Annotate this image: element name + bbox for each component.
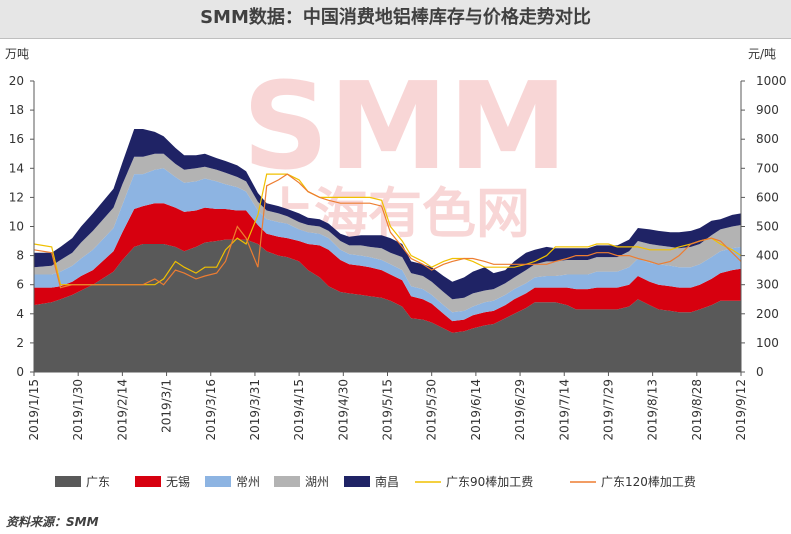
source-note: 资料来源：SMM [6, 515, 99, 529]
area-series [34, 168, 741, 322]
plot-area [33, 129, 742, 372]
line-series [33, 173, 742, 289]
legend-swatch [135, 476, 161, 487]
x-tick-label: 2019/7/29 [601, 379, 615, 441]
legend-label: 南昌 [375, 474, 399, 489]
right-tick-label: 100 [756, 336, 779, 350]
x-tick-label: 2019/4/30 [336, 379, 350, 441]
legend: 广东 无锡 常州 湖州 南昌 广东90棒加工费 广东120棒加工费 [55, 474, 696, 489]
x-tick-label: 2019/5/30 [425, 379, 439, 441]
left-tick-label: 20 [9, 74, 24, 88]
right-axis-unit: 元/吨 [748, 47, 776, 61]
legend-label: 常州 [236, 475, 260, 489]
right-tick-label: 500 [756, 220, 779, 234]
axes: 0246810121416182001002003004005006007008… [9, 74, 787, 441]
legend-swatch [55, 476, 81, 487]
left-tick-label: 10 [9, 220, 24, 234]
legend-label: 无锡 [166, 474, 190, 489]
x-tick-label: 2019/3/1 [160, 379, 174, 433]
watermark: SMM 上海有色网 [242, 58, 567, 245]
x-tick-label: 2019/3/16 [204, 379, 218, 441]
x-tick-label: 2019/1/30 [71, 379, 85, 441]
right-tick-label: 0 [756, 365, 764, 379]
x-tick-label: 2019/4/15 [292, 379, 306, 441]
right-tick-label: 300 [756, 278, 779, 292]
area-series [34, 203, 741, 333]
left-tick-label: 2 [16, 336, 24, 350]
left-axis-unit: 万吨 [5, 47, 29, 61]
chart-title: SMM数据：中国消费地铝棒库存与价格走势对比 [200, 7, 591, 28]
left-tick-label: 4 [16, 307, 24, 321]
right-tick-label: 200 [756, 307, 779, 321]
right-tick-label: 600 [756, 190, 779, 204]
x-tick-label: 2019/9/12 [734, 379, 748, 441]
area-series [34, 153, 741, 313]
right-tick-label: 900 [756, 103, 779, 117]
area-series [34, 239, 741, 372]
left-tick-label: 6 [16, 278, 24, 292]
x-tick-label: 2019/5/15 [381, 379, 395, 441]
legend-label: 广东120棒加工费 [601, 475, 696, 489]
x-tick-label: 2019/6/14 [469, 379, 483, 441]
x-tick-label: 2019/8/28 [690, 379, 704, 441]
left-tick-label: 12 [9, 190, 24, 204]
right-tick-label: 700 [756, 161, 779, 175]
watermark-main: SMM [242, 58, 567, 197]
right-tick-label: 400 [756, 249, 779, 263]
legend-label: 湖州 [305, 474, 329, 489]
left-tick-label: 18 [9, 103, 24, 117]
legend-swatch [274, 476, 300, 487]
legend-swatch [344, 476, 370, 487]
legend-swatch [205, 476, 231, 487]
left-tick-label: 16 [9, 132, 24, 146]
title-bar: SMM数据：中国消费地铝棒库存与价格走势对比 [0, 0, 791, 39]
x-tick-label: 2019/7/14 [557, 379, 571, 441]
left-tick-label: 0 [16, 365, 24, 379]
x-tick-label: 2019/8/13 [646, 379, 660, 441]
right-tick-label: 800 [756, 132, 779, 146]
x-tick-label: 2019/1/15 [27, 379, 41, 441]
line-series [33, 173, 742, 286]
right-tick-label: 1000 [756, 74, 787, 88]
legend-label: 广东 [86, 475, 110, 489]
x-tick-label: 2019/2/14 [115, 379, 129, 441]
legend-label: 广东90棒加工费 [446, 475, 533, 489]
left-tick-label: 14 [9, 161, 24, 175]
x-tick-label: 2019/6/29 [513, 379, 527, 441]
area-series [34, 129, 741, 300]
x-tick-label: 2019/3/31 [248, 379, 262, 441]
left-tick-label: 8 [16, 249, 24, 263]
